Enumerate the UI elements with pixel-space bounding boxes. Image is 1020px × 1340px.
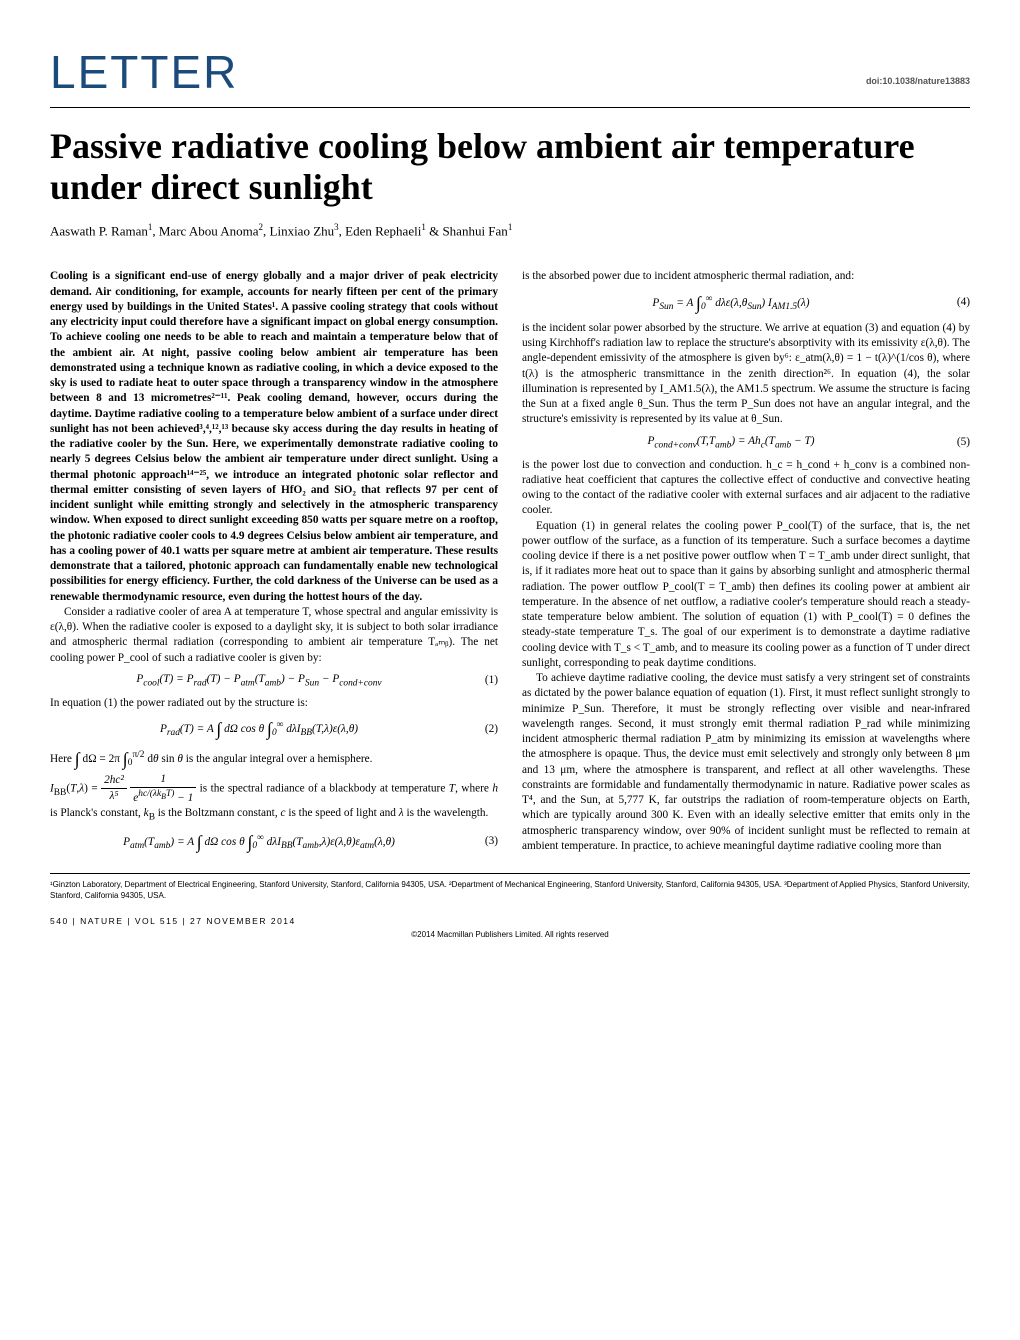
eq3-num: (3) [468, 834, 498, 849]
doi-label: doi:10.1038/nature13883 [866, 76, 970, 86]
eq2-num: (2) [468, 722, 498, 737]
top-divider [50, 107, 970, 108]
eq2-content: Prad(T) = A ∫ dΩ cos θ ∫0∞ dλIBB(T,λ)ε(λ… [50, 717, 468, 741]
eq3-content: Patm(Tamb) = A ∫ dΩ cos θ ∫0∞ dλIBB(Tamb… [50, 830, 468, 854]
body-p4: IBB(T,λ) = 2hc²λ⁵ 1ehc/(λkBT) − 1 is the… [50, 772, 498, 824]
body-p1: Consider a radiative cooler of area A at… [50, 605, 498, 666]
eq1-content: Pcool(T) = Prad(T) − Patm(Tamb) − PSun −… [50, 672, 468, 690]
body-p2: In equation (1) the power radiated out b… [50, 696, 498, 711]
equation-2: Prad(T) = A ∫ dΩ cos θ ∫0∞ dλIBB(T,λ)ε(λ… [50, 717, 498, 741]
eq1-num: (1) [468, 673, 498, 688]
footer-page-info: 540 | NATURE | VOL 515 | 27 NOVEMBER 201… [50, 916, 970, 926]
article-title: Passive radiative cooling below ambient … [50, 126, 970, 208]
body-col2-p3: is the power lost due to convection and … [522, 458, 970, 519]
body-p3: Here ∫ dΩ = 2π ∫0π/2 dθ sin θ is the ang… [50, 747, 498, 771]
eq4-num: (4) [940, 295, 970, 310]
letter-badge: LETTER [50, 45, 970, 99]
authors: Aaswath P. Raman1, Marc Abou Anoma2, Lin… [50, 222, 970, 239]
abstract: Cooling is a significant end-use of ener… [50, 269, 498, 605]
body-col2-p2: is the incident solar power absorbed by … [522, 321, 970, 428]
equation-1: Pcool(T) = Prad(T) − Patm(Tamb) − PSun −… [50, 672, 498, 690]
article-body: Cooling is a significant end-use of ener… [50, 269, 970, 857]
equation-3: Patm(Tamb) = A ∫ dΩ cos θ ∫0∞ dλIBB(Tamb… [50, 830, 498, 854]
affiliations: ¹Ginzton Laboratory, Department of Elect… [50, 873, 970, 902]
equation-5: Pcond+conv(T,Tamb) = Ahc(Tamb − T) (5) [522, 434, 970, 452]
body-col2-p4: Equation (1) in general relates the cool… [522, 519, 970, 672]
footer-copyright: ©2014 Macmillan Publishers Limited. All … [50, 930, 970, 939]
page-footer: 540 | NATURE | VOL 515 | 27 NOVEMBER 201… [50, 916, 970, 939]
eq5-num: (5) [940, 435, 970, 450]
body-col2-p5: To achieve daytime radiative cooling, th… [522, 671, 970, 854]
eq4-content: PSun = A ∫0∞ dλε(λ,θSun) IAM1.5(λ) [522, 291, 940, 315]
eq5-content: Pcond+conv(T,Tamb) = Ahc(Tamb − T) [522, 434, 940, 452]
equation-4: PSun = A ∫0∞ dλε(λ,θSun) IAM1.5(λ) (4) [522, 291, 970, 315]
body-col2-p1: is the absorbed power due to incident at… [522, 269, 970, 284]
